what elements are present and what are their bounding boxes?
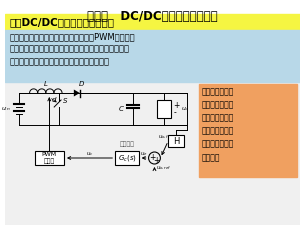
- Text: 一、DC/DC变换器闭环控制系统: 一、DC/DC变换器闭环控制系统: [10, 17, 115, 27]
- Bar: [199, 84, 297, 177]
- Text: +: +: [173, 101, 179, 110]
- Text: $u_{o,ref}$: $u_{o,ref}$: [156, 165, 172, 172]
- Bar: [5, 14, 300, 30]
- Text: L: L: [44, 81, 48, 87]
- Text: 第二章   DC/DC变换器的动态建模: 第二章 DC/DC变换器的动态建模: [87, 10, 218, 23]
- Text: 先建立被控对象
动态数学模型，
得到传递函数，
再应用经典控制
理论进行补偿网
络设计。: 先建立被控对象 动态数学模型， 得到传递函数， 再应用经典控制 理论进行补偿网 …: [202, 87, 234, 162]
- Bar: [5, 30, 300, 82]
- Text: $u_c$: $u_c$: [86, 150, 93, 158]
- Text: d: d: [51, 97, 56, 103]
- Text: D: D: [79, 81, 84, 87]
- Bar: [34, 151, 64, 165]
- Text: $u_o$: $u_o$: [181, 105, 190, 113]
- Text: H: H: [173, 137, 179, 146]
- Text: C: C: [119, 106, 124, 112]
- Bar: [5, 82, 300, 225]
- Bar: [115, 151, 139, 165]
- Text: S: S: [63, 98, 68, 104]
- Text: 补偿网络: 补偿网络: [119, 141, 134, 147]
- Text: +: +: [153, 156, 160, 165]
- Text: PWM
调制器: PWM 调制器: [42, 152, 57, 164]
- Text: $u_e$: $u_e$: [140, 150, 148, 158]
- Text: $u_{in}$: $u_{in}$: [1, 105, 11, 113]
- Polygon shape: [74, 90, 80, 97]
- Text: $G_c(s)$: $G_c(s)$: [118, 153, 136, 163]
- Text: $u_{o,f}$: $u_{o,f}$: [158, 134, 170, 141]
- Text: +: +: [149, 153, 155, 162]
- Text: 电力电子系统一般由电力电子变换器、PWM调制器、
反馈控制单元、驱动电路等组成。电力电子系统的静态
和动态性能的好坏与反馈控制设计密切相关。: 电力电子系统一般由电力电子变换器、PWM调制器、 反馈控制单元、驱动电路等组成。…: [10, 32, 136, 67]
- Text: -: -: [173, 108, 176, 117]
- Bar: [168, 135, 184, 147]
- Bar: [158, 100, 171, 118]
